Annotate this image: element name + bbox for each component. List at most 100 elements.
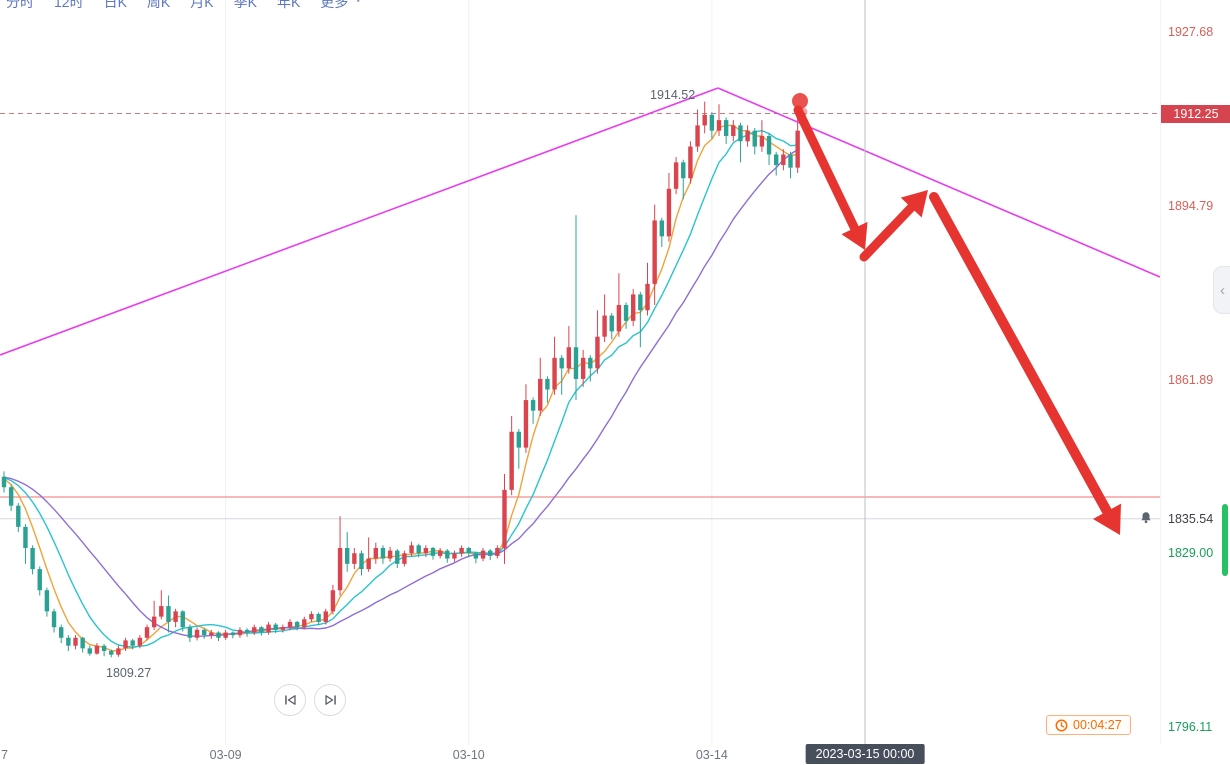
- collapse-panel-tab[interactable]: ‹: [1213, 266, 1230, 314]
- price-axis-label: 1861.89: [1168, 372, 1214, 387]
- candle-body: [459, 547, 464, 554]
- ma-line-MA5: [3, 124, 799, 652]
- candle-body: [473, 553, 479, 559]
- scroll-indicator-bar[interactable]: [1222, 504, 1228, 576]
- candle-body: [8, 487, 14, 506]
- chevron-down-icon: ∨: [354, 0, 362, 12]
- candle-body: [180, 611, 185, 628]
- candle-body: [223, 632, 228, 638]
- toolbar-item-3[interactable]: 日K: [103, 0, 127, 10]
- toolbar-item-7[interactable]: 年K: [276, 0, 301, 10]
- candle-body: [16, 505, 21, 527]
- candle-body: [623, 304, 629, 321]
- candle-body: [280, 627, 286, 630]
- trend-line[interactable]: [717, 87, 1160, 278]
- playback-prev-button[interactable]: [274, 684, 306, 716]
- candle-body: [130, 640, 135, 646]
- playback-next-button[interactable]: [314, 684, 346, 716]
- trend-line[interactable]: [0, 87, 719, 356]
- timeframe-toolbar: 分时 12时 日K 周K 月K 季K 年K 更多 ∨: [6, 0, 362, 12]
- candle-body: [101, 645, 107, 651]
- toolbar-item-5[interactable]: 月K: [190, 0, 214, 10]
- marker-blob-tail: [798, 107, 808, 117]
- candle-body: [695, 125, 700, 147]
- candle-body: [516, 431, 521, 448]
- candle-body: [66, 637, 71, 646]
- candle-body: [552, 357, 557, 390]
- candle-body: [387, 550, 393, 559]
- skip-end-icon: [324, 695, 336, 705]
- swing-high-label: 1914.52: [650, 88, 696, 102]
- annotation-arrowhead: [841, 221, 868, 250]
- candle-body: [595, 336, 600, 369]
- candle-body: [151, 616, 157, 628]
- candle-body: [23, 526, 28, 548]
- toolbar-item-6[interactable]: 季K: [233, 0, 257, 10]
- candle-body: [302, 619, 307, 628]
- candle-body: [488, 550, 493, 556]
- candle-body: [752, 130, 757, 147]
- candle-body: [166, 606, 171, 622]
- candle-body: [1, 476, 7, 488]
- candlestick-chart[interactable]: [0, 0, 1160, 745]
- candle-body: [573, 347, 579, 379]
- candle-body: [323, 611, 328, 622]
- bell-alert-icon[interactable]: [1141, 512, 1151, 524]
- candle-body: [202, 629, 207, 636]
- candle-body: [209, 632, 214, 636]
- crosshair-date-label: 2023-03-15 00:00: [805, 744, 925, 764]
- candle-body: [616, 304, 622, 332]
- candle-body: [159, 606, 164, 617]
- candle-body: [545, 378, 550, 390]
- candle-body: [244, 629, 250, 633]
- candle-body: [437, 550, 443, 556]
- candle-body: [559, 357, 564, 369]
- candle-body: [781, 154, 786, 166]
- candle-body: [774, 154, 779, 166]
- toolbar-item-2[interactable]: 12时: [54, 0, 84, 10]
- candle-body: [681, 162, 686, 179]
- candle-body: [631, 294, 636, 321]
- candle-body: [788, 154, 793, 168]
- candle-body: [495, 547, 500, 556]
- candle-body: [688, 146, 693, 179]
- swing-low-label: 1809.27: [106, 666, 152, 680]
- annotation-arrow[interactable]: [793, 105, 860, 233]
- time-axis-partial-label: 7: [1, 748, 8, 762]
- candle-body: [445, 550, 450, 559]
- candle-body: [480, 550, 486, 559]
- candle-body: [645, 283, 650, 311]
- candle-body: [187, 627, 193, 638]
- toolbar-item-1[interactable]: 分时: [6, 0, 34, 10]
- candle-body: [588, 357, 593, 369]
- candle-body: [723, 120, 729, 136]
- toolbar-item-4[interactable]: 周K: [146, 0, 171, 10]
- candle-body: [652, 220, 657, 284]
- price-axis-label: 1796.11: [1168, 719, 1213, 734]
- ma-line-MA10: [3, 129, 799, 648]
- candle-body: [30, 547, 35, 570]
- candle-body: [94, 645, 100, 654]
- candle-body: [373, 547, 378, 559]
- candle-body: [216, 632, 221, 638]
- candle-body: [345, 547, 350, 564]
- candle-body: [109, 650, 114, 655]
- annotation-arrow[interactable]: [859, 203, 916, 262]
- candle-body: [638, 294, 643, 311]
- candle-body: [416, 545, 421, 554]
- price-axis-label: 1835.54: [1168, 511, 1214, 526]
- timer-value: 00:04:27: [1073, 718, 1122, 732]
- candle-body: [73, 637, 78, 646]
- candle-body: [173, 611, 178, 622]
- annotation-arrow[interactable]: [929, 192, 1112, 517]
- candle-body: [731, 125, 736, 136]
- candle-body: [452, 553, 457, 559]
- candle-body: [766, 135, 772, 155]
- candle-body: [44, 590, 50, 612]
- candle-body: [538, 378, 543, 411]
- clock-icon: [1055, 719, 1068, 731]
- candle-body: [738, 125, 743, 142]
- toolbar-item-8[interactable]: 更多: [320, 0, 349, 10]
- candle-body: [51, 611, 57, 628]
